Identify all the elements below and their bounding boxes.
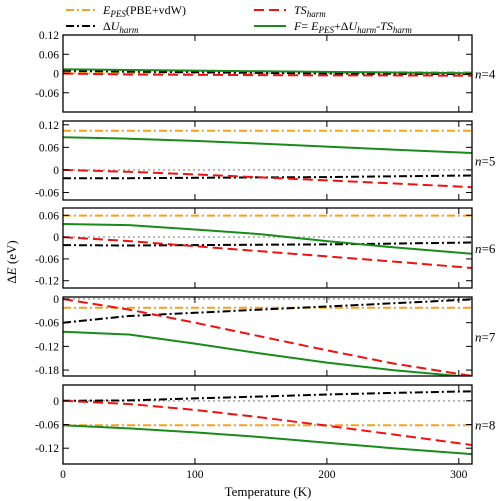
- y-axis-label-prefix: Δ: [4, 275, 19, 283]
- panel-4-ytick-label: -0.12: [35, 341, 59, 353]
- panel-1-series-uharm: [63, 69, 472, 76]
- panel-5-ytick-label: -0.12: [35, 443, 59, 455]
- panel-4-series-uharm: [63, 298, 472, 324]
- legend-epes-label: EPES(PBE+vdW): [102, 3, 186, 19]
- legend-tsharm-label: TSharm: [294, 3, 326, 19]
- legend-uharm-label: ΔUharm: [103, 19, 139, 35]
- panel-4-frame: [62, 296, 473, 377]
- legend-tsharm-sub: harm: [307, 9, 327, 19]
- panel-4-label: n=7: [475, 330, 496, 345]
- panel-1-ytick-label: 0: [53, 69, 59, 81]
- panel-1-series-f: [63, 68, 472, 75]
- legend-f-e: E: [310, 19, 319, 33]
- panel-2-plot-area: [63, 129, 472, 189]
- panel-4-ytick-label: -0.18: [35, 365, 59, 377]
- panels: 0.120.060-0.06n=40.120.060-0.06n=50.060-…: [35, 30, 496, 481]
- panel-3-series-tsharm: [63, 236, 472, 269]
- legend-f-minus: -: [376, 19, 380, 33]
- legend-f-u-sub: harm: [357, 25, 377, 35]
- x-axis-label: Temperature (K): [225, 484, 312, 499]
- panel-5-label: n=8: [475, 418, 495, 433]
- legend-uharm-sub: harm: [119, 25, 139, 35]
- panel-1-plot-area: [63, 68, 472, 77]
- panel-3-ytick-label: 0.06: [39, 210, 59, 222]
- panel-4-ytick-label: -0.06: [35, 318, 59, 330]
- panel-4-series-tsharm: [63, 298, 472, 376]
- panel-1-label-var: n: [475, 67, 482, 82]
- legend-f-u: U: [348, 19, 358, 33]
- legend-epes-sub: PES: [109, 9, 126, 19]
- panel-3-ytick-label: 0: [53, 232, 59, 244]
- panel-1-series-tsharm: [63, 72, 472, 77]
- panel-3-ytick-label: -0.12: [35, 276, 59, 288]
- panel-5-plot-area: [63, 390, 472, 456]
- panel-2-ytick-label: -0.06: [35, 187, 59, 199]
- panel-2-frame: [62, 120, 473, 201]
- panel-2-ytick-label: 0: [53, 165, 59, 177]
- panel-1: 0.12 0.06 0 -0.06 n=4: [35, 30, 496, 113]
- panel-5-ytick-label: -0.06: [35, 420, 59, 432]
- panel-3-series-uharm: [63, 241, 472, 247]
- panel-1-ytick-label: 0.06: [39, 49, 59, 61]
- legend-tsharm-main: TS: [294, 3, 307, 17]
- panel-3-ytick-label: -0.06: [35, 254, 59, 266]
- legend-f-ts-sub: harm: [393, 25, 413, 35]
- panel-2-label: n=5: [475, 154, 495, 169]
- panel-3-label: n=6: [475, 241, 496, 256]
- panel-5-xtick-label: 200: [318, 469, 336, 481]
- panel-5: 0 -0.06 -0.12 0 100 200 300 n=8: [35, 384, 495, 481]
- panel-4-ytick-label: 0: [53, 294, 59, 306]
- legend-f-main: F: [293, 19, 302, 33]
- panel-3-plot-area: [63, 214, 472, 269]
- panel-4-label-value: =7: [482, 330, 496, 345]
- legend-epes-tail: (PBE+vdW): [126, 3, 186, 17]
- panel-3-label-var: n: [475, 241, 482, 256]
- panel-2-label-var: n: [475, 154, 482, 169]
- panel-4-plot-area: [63, 298, 472, 376]
- panel-5-label-var: n: [475, 418, 482, 433]
- panel-2: 0.12 0.06 0 -0.06 n=5: [35, 120, 495, 201]
- panel-2-ytick-label: 0.06: [39, 142, 59, 154]
- panel-5-xtick-label: 300: [450, 469, 468, 481]
- panel-1-label: n=4: [475, 67, 496, 82]
- panel-2-label-value: =5: [482, 154, 496, 169]
- panel-4-label-var: n: [475, 330, 482, 345]
- legend-f-plus: +Δ: [334, 19, 349, 33]
- panel-3-series-f: [63, 223, 472, 255]
- panel-2-series-tsharm: [63, 168, 472, 189]
- panel-1-ytick-label: -0.06: [35, 88, 59, 100]
- panel-2-ytick-label: 0.12: [39, 120, 59, 132]
- panel-5-ytick-label: 0: [53, 396, 59, 408]
- panel-3-label-value: =6: [482, 241, 496, 256]
- legend-uharm-delta: Δ: [103, 19, 111, 33]
- panel-4-series-f: [63, 330, 470, 376]
- panel-1-label-value: =4: [482, 67, 496, 82]
- panel-5-series-tsharm: [63, 399, 472, 446]
- panel-1-ytick-label: 0.12: [39, 30, 59, 42]
- legend-f-ts: TS: [380, 19, 393, 33]
- y-axis-label-unit: (eV): [4, 240, 19, 267]
- legend-epes-main: E: [102, 3, 111, 17]
- y-axis-label: ΔE (eV): [4, 240, 19, 283]
- panel-4: 0 -0.06 -0.12 -0.18 n=7: [35, 294, 496, 377]
- legend-f-e-sub: PES: [317, 25, 334, 35]
- legend-uharm-main: U: [111, 19, 121, 33]
- legend-f-label: F= EPES+ΔUharm-TSharm: [293, 19, 412, 35]
- panel-5-series-uharm: [63, 390, 472, 402]
- y-axis-label-var: E: [4, 267, 19, 276]
- legend-f-eq: =: [301, 19, 311, 33]
- panel-5-xtick-label: 0: [60, 469, 66, 481]
- panel-5-xtick-label: 100: [186, 469, 204, 481]
- panel-3: 0.06 0 -0.06 -0.12 n=6: [35, 207, 496, 289]
- panel-2-series-f: [63, 136, 472, 154]
- panel-5-label-value: =8: [482, 418, 496, 433]
- legend: EPES(PBE+vdW) ΔUharm TSharm F= EPES+ΔUha…: [66, 3, 412, 35]
- panel-5-series-f: [63, 424, 472, 456]
- panel-3-frame: [62, 207, 473, 289]
